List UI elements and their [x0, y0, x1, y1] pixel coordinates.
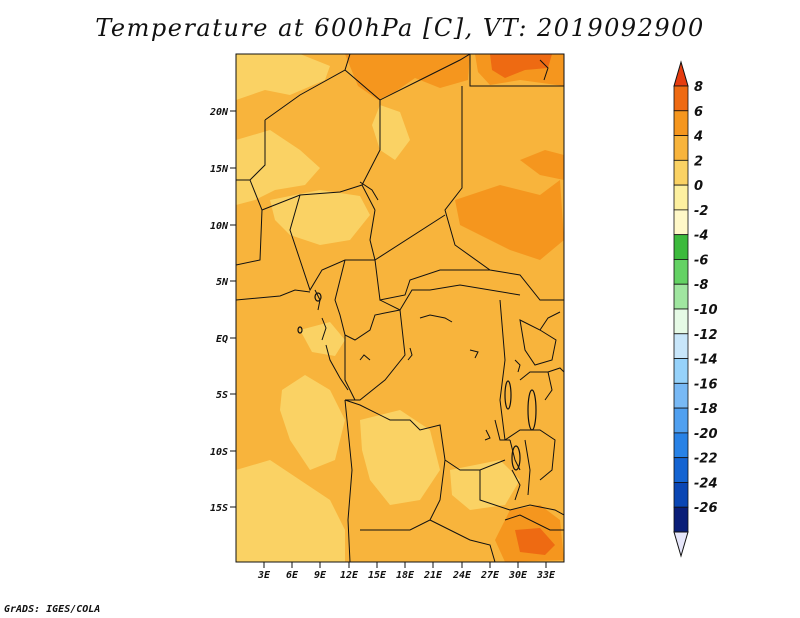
- cool-patch-west-sahel: [236, 130, 320, 205]
- lat-tick-20n: 20N: [209, 107, 236, 118]
- colorbar-label: 0: [694, 179, 703, 194]
- colorbar-swatch: [673, 184, 689, 211]
- map-frame: [235, 53, 565, 563]
- colorbar-label: -10: [694, 303, 718, 318]
- lon-label-18e: 18E: [396, 570, 415, 581]
- grads-credit: GrADS: IGES/COLA: [4, 604, 101, 615]
- lon-tick-24e: 24E: [452, 562, 472, 581]
- lat-axis: 20N 15N 10N 5N EQ 5S 10S 15S: [209, 107, 236, 514]
- lat-tick-15n: 15N: [210, 164, 236, 175]
- lon-tick-6e: 6E: [286, 562, 299, 581]
- colorbar-label: 4: [693, 130, 703, 145]
- lat-label-10n: 10N: [210, 221, 229, 232]
- hot-patch-northeast: [490, 54, 552, 78]
- lon-label-9e: 9E: [314, 570, 327, 581]
- lon-tick-21e: 21E: [423, 562, 443, 581]
- warm-patch-east-2: [520, 150, 564, 180]
- lat-label-5s: 5S: [216, 390, 228, 401]
- cool-patch-nw: [236, 54, 330, 100]
- lon-tick-3e: 3E: [257, 562, 271, 581]
- lon-tick-30e: 30E: [508, 562, 528, 581]
- colorbar-swatch: [673, 506, 689, 533]
- warm-patch-north: [345, 54, 470, 100]
- cool-patch-zambia: [450, 460, 520, 510]
- lon-tick-27e: 27E: [480, 562, 500, 581]
- country-borders: [236, 54, 564, 562]
- lat-label-15s: 15S: [210, 503, 228, 514]
- colorbar-swatch: [673, 234, 689, 260]
- colorbar-label: 2: [694, 154, 703, 169]
- lon-tick-33e: 33E: [536, 562, 556, 581]
- colorbar-swatch: [673, 159, 689, 186]
- colorbar-swatch: [673, 358, 689, 384]
- cool-patch-southwest: [236, 460, 345, 562]
- colorbar-label: -8: [694, 278, 708, 293]
- lat-label-20n: 20N: [209, 107, 229, 118]
- lat-label-10s: 10S: [210, 447, 228, 458]
- colorbar-bottom-arrow: [673, 531, 689, 558]
- colorbar-label: -20: [694, 427, 718, 442]
- colorbar-swatch: [673, 482, 689, 508]
- lon-label-27e: 27E: [480, 570, 500, 581]
- colorbar-swatch: [673, 135, 689, 161]
- lon-label-6e: 6E: [286, 570, 299, 581]
- colorbar-label: -2: [694, 204, 708, 219]
- temperature-field: [236, 54, 564, 562]
- lon-label-3e: 3E: [257, 570, 271, 581]
- hot-patch-southeast: [515, 528, 555, 555]
- colorbar-label: 6: [694, 105, 703, 120]
- lon-label-21e: 21E: [423, 570, 443, 581]
- lon-tick-9e: 9E: [314, 562, 327, 581]
- lon-tick-18e: 18E: [396, 562, 415, 581]
- colorbar-swatch: [673, 110, 689, 136]
- lon-label-24e: 24E: [452, 570, 472, 581]
- map-title: Temperature at 600hPa [C], VT: 201909290…: [95, 14, 705, 42]
- colorbar-label: -6: [694, 253, 708, 268]
- lon-tick-12e: 12E: [340, 562, 359, 581]
- colorbar-swatch: [673, 259, 689, 285]
- cool-patch-angola: [360, 410, 440, 505]
- colorbar-label: 8: [694, 80, 703, 95]
- colorbar-label: -12: [694, 328, 718, 343]
- colorbar-label: -24: [694, 476, 718, 491]
- colorbar-label: -16: [694, 377, 718, 392]
- lake-outlines: [297, 292, 537, 471]
- colorbar-swatch: [673, 209, 689, 236]
- colorbar-swatch: [673, 457, 689, 483]
- lon-axis: 3E 6E 9E 12E 15E 18E 21E 24E: [257, 562, 556, 581]
- colorbar-top-arrow: [673, 60, 689, 87]
- lat-tick-eq: EQ: [216, 334, 236, 345]
- colorbar-label: -22: [694, 452, 718, 467]
- lat-label-eq: EQ: [216, 334, 228, 345]
- lon-tick-15e: 15E: [368, 562, 387, 581]
- lat-label-15n: 15N: [210, 164, 229, 175]
- lat-tick-10s: 10S: [210, 447, 236, 458]
- colorbar-label: -14: [694, 353, 718, 368]
- colorbar-swatch: [673, 333, 689, 359]
- colorbar-swatch: [673, 308, 689, 335]
- lat-tick-15s: 15S: [210, 503, 236, 514]
- warm-patch-east: [455, 180, 564, 260]
- colorbar-label: -18: [694, 402, 718, 417]
- lat-label-5n: 5N: [216, 277, 229, 288]
- colorbar-label: -4: [694, 229, 708, 244]
- cool-patch-niger: [372, 105, 410, 160]
- cool-patch-atlantic: [280, 375, 345, 470]
- lon-label-30e: 30E: [508, 570, 528, 581]
- colorbar: 8 6 4 2 0 -2 -4 -6 -8 -10 -12 -14 -16 -18 -20 -22 -24 -26: [673, 60, 718, 558]
- colorbar-swatch: [673, 432, 689, 459]
- lon-label-12e: 12E: [340, 570, 359, 581]
- lon-label-15e: 15E: [368, 570, 387, 581]
- lat-tick-10n: 10N: [210, 221, 236, 232]
- colorbar-label: -26: [694, 501, 718, 516]
- colorbar-swatch: [673, 407, 689, 434]
- lat-tick-5s: 5S: [216, 390, 236, 401]
- cool-patch-nigeria: [270, 190, 370, 245]
- colorbar-swatch: [673, 283, 689, 310]
- colorbar-swatch: [673, 85, 689, 112]
- lon-label-33e: 33E: [536, 570, 556, 581]
- colorbar-swatch: [673, 382, 689, 409]
- lat-tick-5n: 5N: [216, 277, 236, 288]
